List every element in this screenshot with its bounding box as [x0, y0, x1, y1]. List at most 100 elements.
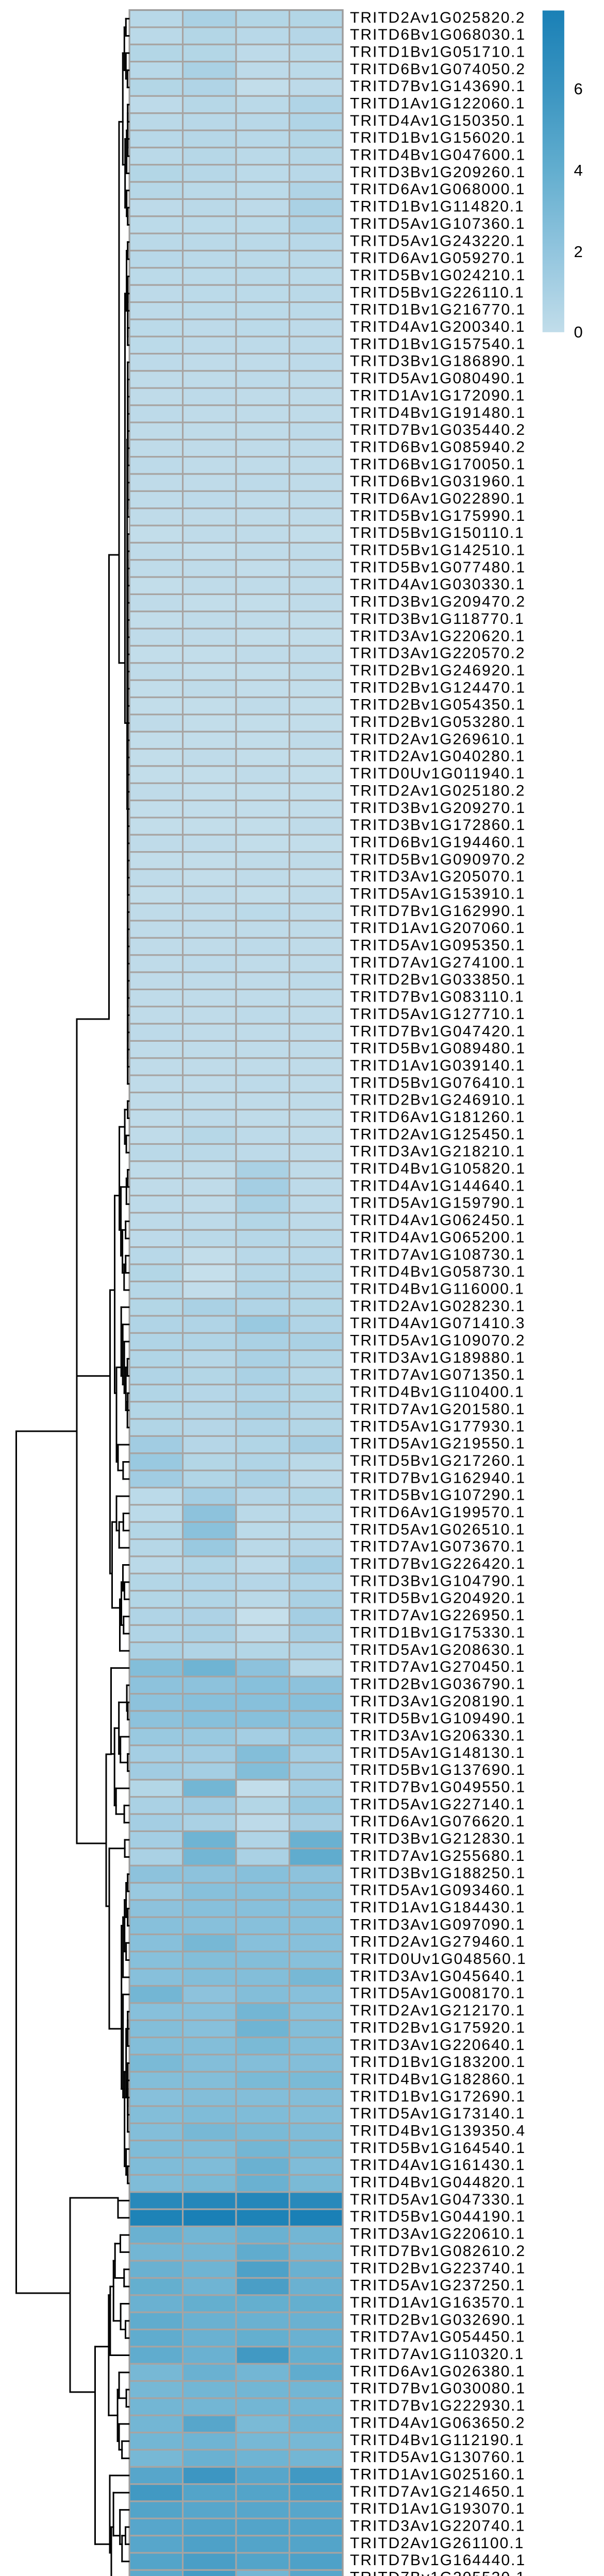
svg-text:TRITD7Bv1G143690.1: TRITD7Bv1G143690.1: [350, 78, 526, 95]
svg-text:TRITD5Bv1G137690.1: TRITD5Bv1G137690.1: [350, 1761, 526, 1778]
svg-text:TRITD5Bv1G226110.1: TRITD5Bv1G226110.1: [350, 284, 525, 301]
svg-text:TRITD3Av1G220640.1: TRITD3Av1G220640.1: [350, 2037, 526, 2054]
svg-text:TRITD6Bv1G085940.2: TRITD6Bv1G085940.2: [350, 439, 526, 456]
svg-text:TRITD7Bv1G083110.1: TRITD7Bv1G083110.1: [350, 989, 525, 1006]
svg-text:TRITD7Av1G054450.1: TRITD7Av1G054450.1: [350, 2329, 526, 2346]
svg-text:TRITD2Bv1G223740.1: TRITD2Bv1G223740.1: [350, 2260, 526, 2277]
svg-text:TRITD5Bv1G024210.1: TRITD5Bv1G024210.1: [350, 267, 526, 284]
svg-text:TRITD7Bv1G226420.1: TRITD7Bv1G226420.1: [350, 1555, 526, 1572]
svg-text:TRITD5Av1G148130.1: TRITD5Av1G148130.1: [350, 1744, 526, 1761]
svg-text:TRITD1Bv1G183200.1: TRITD1Bv1G183200.1: [350, 2054, 526, 2071]
svg-text:TRITD7Bv1G035440.2: TRITD7Bv1G035440.2: [350, 421, 526, 438]
svg-text:TRITD4Av1G063650.2: TRITD4Av1G063650.2: [350, 2414, 526, 2431]
svg-text:TRITD6Bv1G031960.1: TRITD6Bv1G031960.1: [350, 473, 526, 490]
svg-text:TRITD6Av1G022890.1: TRITD6Av1G022890.1: [350, 490, 526, 507]
svg-text:TRITD4Av1G071410.3: TRITD4Av1G071410.3: [350, 1315, 526, 1332]
svg-text:TRITD5Bv1G077480.1: TRITD5Bv1G077480.1: [350, 559, 526, 576]
svg-text:TRITD5Av1G159790.1: TRITD5Av1G159790.1: [350, 1195, 526, 1212]
svg-text:TRITD3Bv1G212830.1: TRITD3Bv1G212830.1: [350, 1831, 526, 1848]
svg-text:TRITD3Av1G205070.1: TRITD3Av1G205070.1: [350, 868, 526, 885]
svg-text:TRITD0Uv1G011940.1: TRITD0Uv1G011940.1: [350, 765, 526, 782]
svg-text:TRITD1Av1G025160.1: TRITD1Av1G025160.1: [350, 2466, 526, 2483]
svg-text:TRITD7Bv1G205530.1: TRITD7Bv1G205530.1: [350, 2569, 526, 2576]
svg-text:TRITD7Av1G255680.1: TRITD7Av1G255680.1: [350, 1848, 526, 1865]
svg-text:TRITD5Av1G080490.1: TRITD5Av1G080490.1: [350, 370, 526, 387]
svg-text:TRITD5Bv1G204920.1: TRITD5Bv1G204920.1: [350, 1590, 526, 1607]
svg-text:TRITD2Av1G028230.1: TRITD2Av1G028230.1: [350, 1298, 526, 1315]
svg-text:TRITD3Av1G208190.1: TRITD3Av1G208190.1: [350, 1693, 526, 1710]
svg-text:TRITD3Av1G189880.1: TRITD3Av1G189880.1: [350, 1349, 526, 1366]
svg-text:TRITD1Av1G122060.1: TRITD1Av1G122060.1: [350, 95, 526, 112]
svg-text:TRITD7Bv1G030080.1: TRITD7Bv1G030080.1: [350, 2380, 526, 2397]
svg-text:TRITD1Av1G193070.1: TRITD1Av1G193070.1: [350, 2500, 526, 2517]
svg-text:TRITD1Av1G039140.1: TRITD1Av1G039140.1: [350, 1057, 526, 1074]
svg-text:TRITD2Av1G261100.1: TRITD2Av1G261100.1: [350, 2535, 524, 2552]
svg-text:TRITD1Bv1G156020.1: TRITD1Bv1G156020.1: [350, 129, 526, 146]
svg-text:TRITD5Av1G153910.1: TRITD5Av1G153910.1: [350, 886, 526, 903]
svg-text:TRITD5Bv1G217260.1: TRITD5Bv1G217260.1: [350, 1452, 526, 1469]
svg-text:TRITD7Bv1G047420.1: TRITD7Bv1G047420.1: [350, 1023, 526, 1040]
svg-text:TRITD5Bv1G164540.1: TRITD5Bv1G164540.1: [350, 2140, 526, 2157]
svg-text:TRITD7Av1G226950.1: TRITD7Av1G226950.1: [350, 1607, 526, 1624]
svg-text:TRITD2Bv1G032690.1: TRITD2Bv1G032690.1: [350, 2311, 526, 2328]
svg-text:TRITD5Bv1G109490.1: TRITD5Bv1G109490.1: [350, 1710, 526, 1727]
svg-text:TRITD4Av1G200340.1: TRITD4Av1G200340.1: [350, 318, 526, 335]
svg-text:TRITD2Bv1G246910.1: TRITD2Bv1G246910.1: [350, 1092, 526, 1109]
svg-text:0: 0: [574, 323, 583, 341]
svg-text:TRITD4Bv1G058730.1: TRITD4Bv1G058730.1: [350, 1263, 526, 1280]
svg-text:TRITD1Bv1G051710.1: TRITD1Bv1G051710.1: [350, 44, 526, 61]
svg-text:TRITD6Bv1G170050.1: TRITD6Bv1G170050.1: [350, 456, 526, 473]
svg-text:TRITD5Bv1G089480.1: TRITD5Bv1G089480.1: [350, 1040, 526, 1057]
svg-text:TRITD5Bv1G107290.1: TRITD5Bv1G107290.1: [350, 1487, 526, 1504]
svg-text:TRITD4Bv1G191480.1: TRITD4Bv1G191480.1: [350, 404, 526, 421]
svg-text:TRITD5Av1G219550.1: TRITD5Av1G219550.1: [350, 1435, 526, 1452]
svg-text:TRITD6Av1G199570.1: TRITD6Av1G199570.1: [350, 1504, 526, 1521]
svg-text:TRITD7Av1G073670.1: TRITD7Av1G073670.1: [350, 1538, 526, 1555]
svg-text:TRITD2Bv1G124470.1: TRITD2Bv1G124470.1: [350, 679, 526, 696]
svg-text:TRITD6Bv1G194460.1: TRITD6Bv1G194460.1: [350, 834, 526, 851]
svg-text:TRITD5Av1G109070.2: TRITD5Av1G109070.2: [350, 1332, 526, 1349]
svg-text:TRITD4Av1G030330.1: TRITD4Av1G030330.1: [350, 576, 526, 593]
svg-text:TRITD1Av1G184430.1: TRITD1Av1G184430.1: [350, 1899, 526, 1916]
svg-text:TRITD2Av1G025180.2: TRITD2Av1G025180.2: [350, 782, 526, 799]
svg-text:TRITD3Av1G206330.1: TRITD3Av1G206330.1: [350, 1727, 526, 1744]
svg-text:TRITD2Av1G279460.1: TRITD2Av1G279460.1: [350, 1934, 526, 1951]
svg-text:TRITD4Bv1G110400.1: TRITD4Bv1G110400.1: [350, 1384, 525, 1401]
svg-text:TRITD3Bv1G118770.1: TRITD3Bv1G118770.1: [350, 611, 525, 628]
svg-text:TRITD2Bv1G036790.1: TRITD2Bv1G036790.1: [350, 1676, 526, 1693]
svg-text:TRITD7Av1G270450.1: TRITD7Av1G270450.1: [350, 1658, 526, 1675]
svg-text:6: 6: [574, 80, 583, 98]
svg-text:TRITD5Av1G107360.1: TRITD5Av1G107360.1: [350, 215, 526, 232]
svg-text:TRITD3Av1G045640.1: TRITD3Av1G045640.1: [350, 1968, 526, 1985]
svg-text:TRITD7Bv1G222930.1: TRITD7Bv1G222930.1: [350, 2397, 526, 2414]
svg-text:TRITD5Av1G026510.1: TRITD5Av1G026510.1: [350, 1521, 526, 1538]
svg-text:TRITD2Av1G212170.1: TRITD2Av1G212170.1: [350, 2002, 526, 2019]
svg-text:TRITD3Av1G220620.1: TRITD3Av1G220620.1: [350, 628, 526, 645]
svg-text:TRITD5Av1G008170.1: TRITD5Av1G008170.1: [350, 1985, 526, 2002]
svg-text:TRITD7Bv1G162940.1: TRITD7Bv1G162940.1: [350, 1469, 526, 1486]
svg-text:TRITD6Av1G059270.1: TRITD6Av1G059270.1: [350, 250, 526, 267]
svg-text:TRITD2Bv1G175920.1: TRITD2Bv1G175920.1: [350, 2019, 526, 2036]
svg-text:TRITD3Bv1G209270.1: TRITD3Bv1G209270.1: [350, 800, 526, 817]
svg-text:TRITD5Bv1G090970.2: TRITD5Bv1G090970.2: [350, 851, 526, 868]
svg-text:TRITD4Bv1G182860.1: TRITD4Bv1G182860.1: [350, 2071, 526, 2088]
svg-text:TRITD2Av1G269610.1: TRITD2Av1G269610.1: [350, 731, 526, 748]
svg-text:TRITD7Av1G201580.1: TRITD7Av1G201580.1: [350, 1401, 526, 1418]
svg-text:TRITD7Bv1G049550.1: TRITD7Bv1G049550.1: [350, 1779, 526, 1796]
svg-text:TRITD5Av1G227140.1: TRITD5Av1G227140.1: [350, 1796, 526, 1813]
svg-text:TRITD2Bv1G033850.1: TRITD2Bv1G033850.1: [350, 971, 526, 988]
svg-text:TRITD2Bv1G054350.1: TRITD2Bv1G054350.1: [350, 697, 526, 714]
svg-text:TRITD4Bv1G105820.1: TRITD4Bv1G105820.1: [350, 1160, 526, 1177]
svg-text:TRITD4Bv1G044820.1: TRITD4Bv1G044820.1: [350, 2174, 526, 2191]
svg-text:4: 4: [574, 161, 583, 179]
svg-text:TRITD5Av1G177930.1: TRITD5Av1G177930.1: [350, 1418, 526, 1435]
svg-text:TRITD0Uv1G048560.1: TRITD0Uv1G048560.1: [350, 1951, 527, 1968]
svg-text:TRITD7Av1G108730.1: TRITD7Av1G108730.1: [350, 1246, 526, 1263]
svg-text:TRITD3Av1G097090.1: TRITD3Av1G097090.1: [350, 1916, 526, 1933]
svg-text:TRITD3Bv1G104790.1: TRITD3Bv1G104790.1: [350, 1572, 526, 1589]
svg-text:TRITD2Av1G040280.1: TRITD2Av1G040280.1: [350, 748, 526, 765]
svg-text:TRITD1Av1G163570.1: TRITD1Av1G163570.1: [350, 2294, 526, 2311]
svg-text:TRITD7Bv1G164440.1: TRITD7Bv1G164440.1: [350, 2552, 526, 2569]
svg-text:TRITD6Bv1G074050.2: TRITD6Bv1G074050.2: [350, 61, 526, 78]
svg-text:TRITD3Bv1G209470.2: TRITD3Bv1G209470.2: [350, 594, 526, 611]
